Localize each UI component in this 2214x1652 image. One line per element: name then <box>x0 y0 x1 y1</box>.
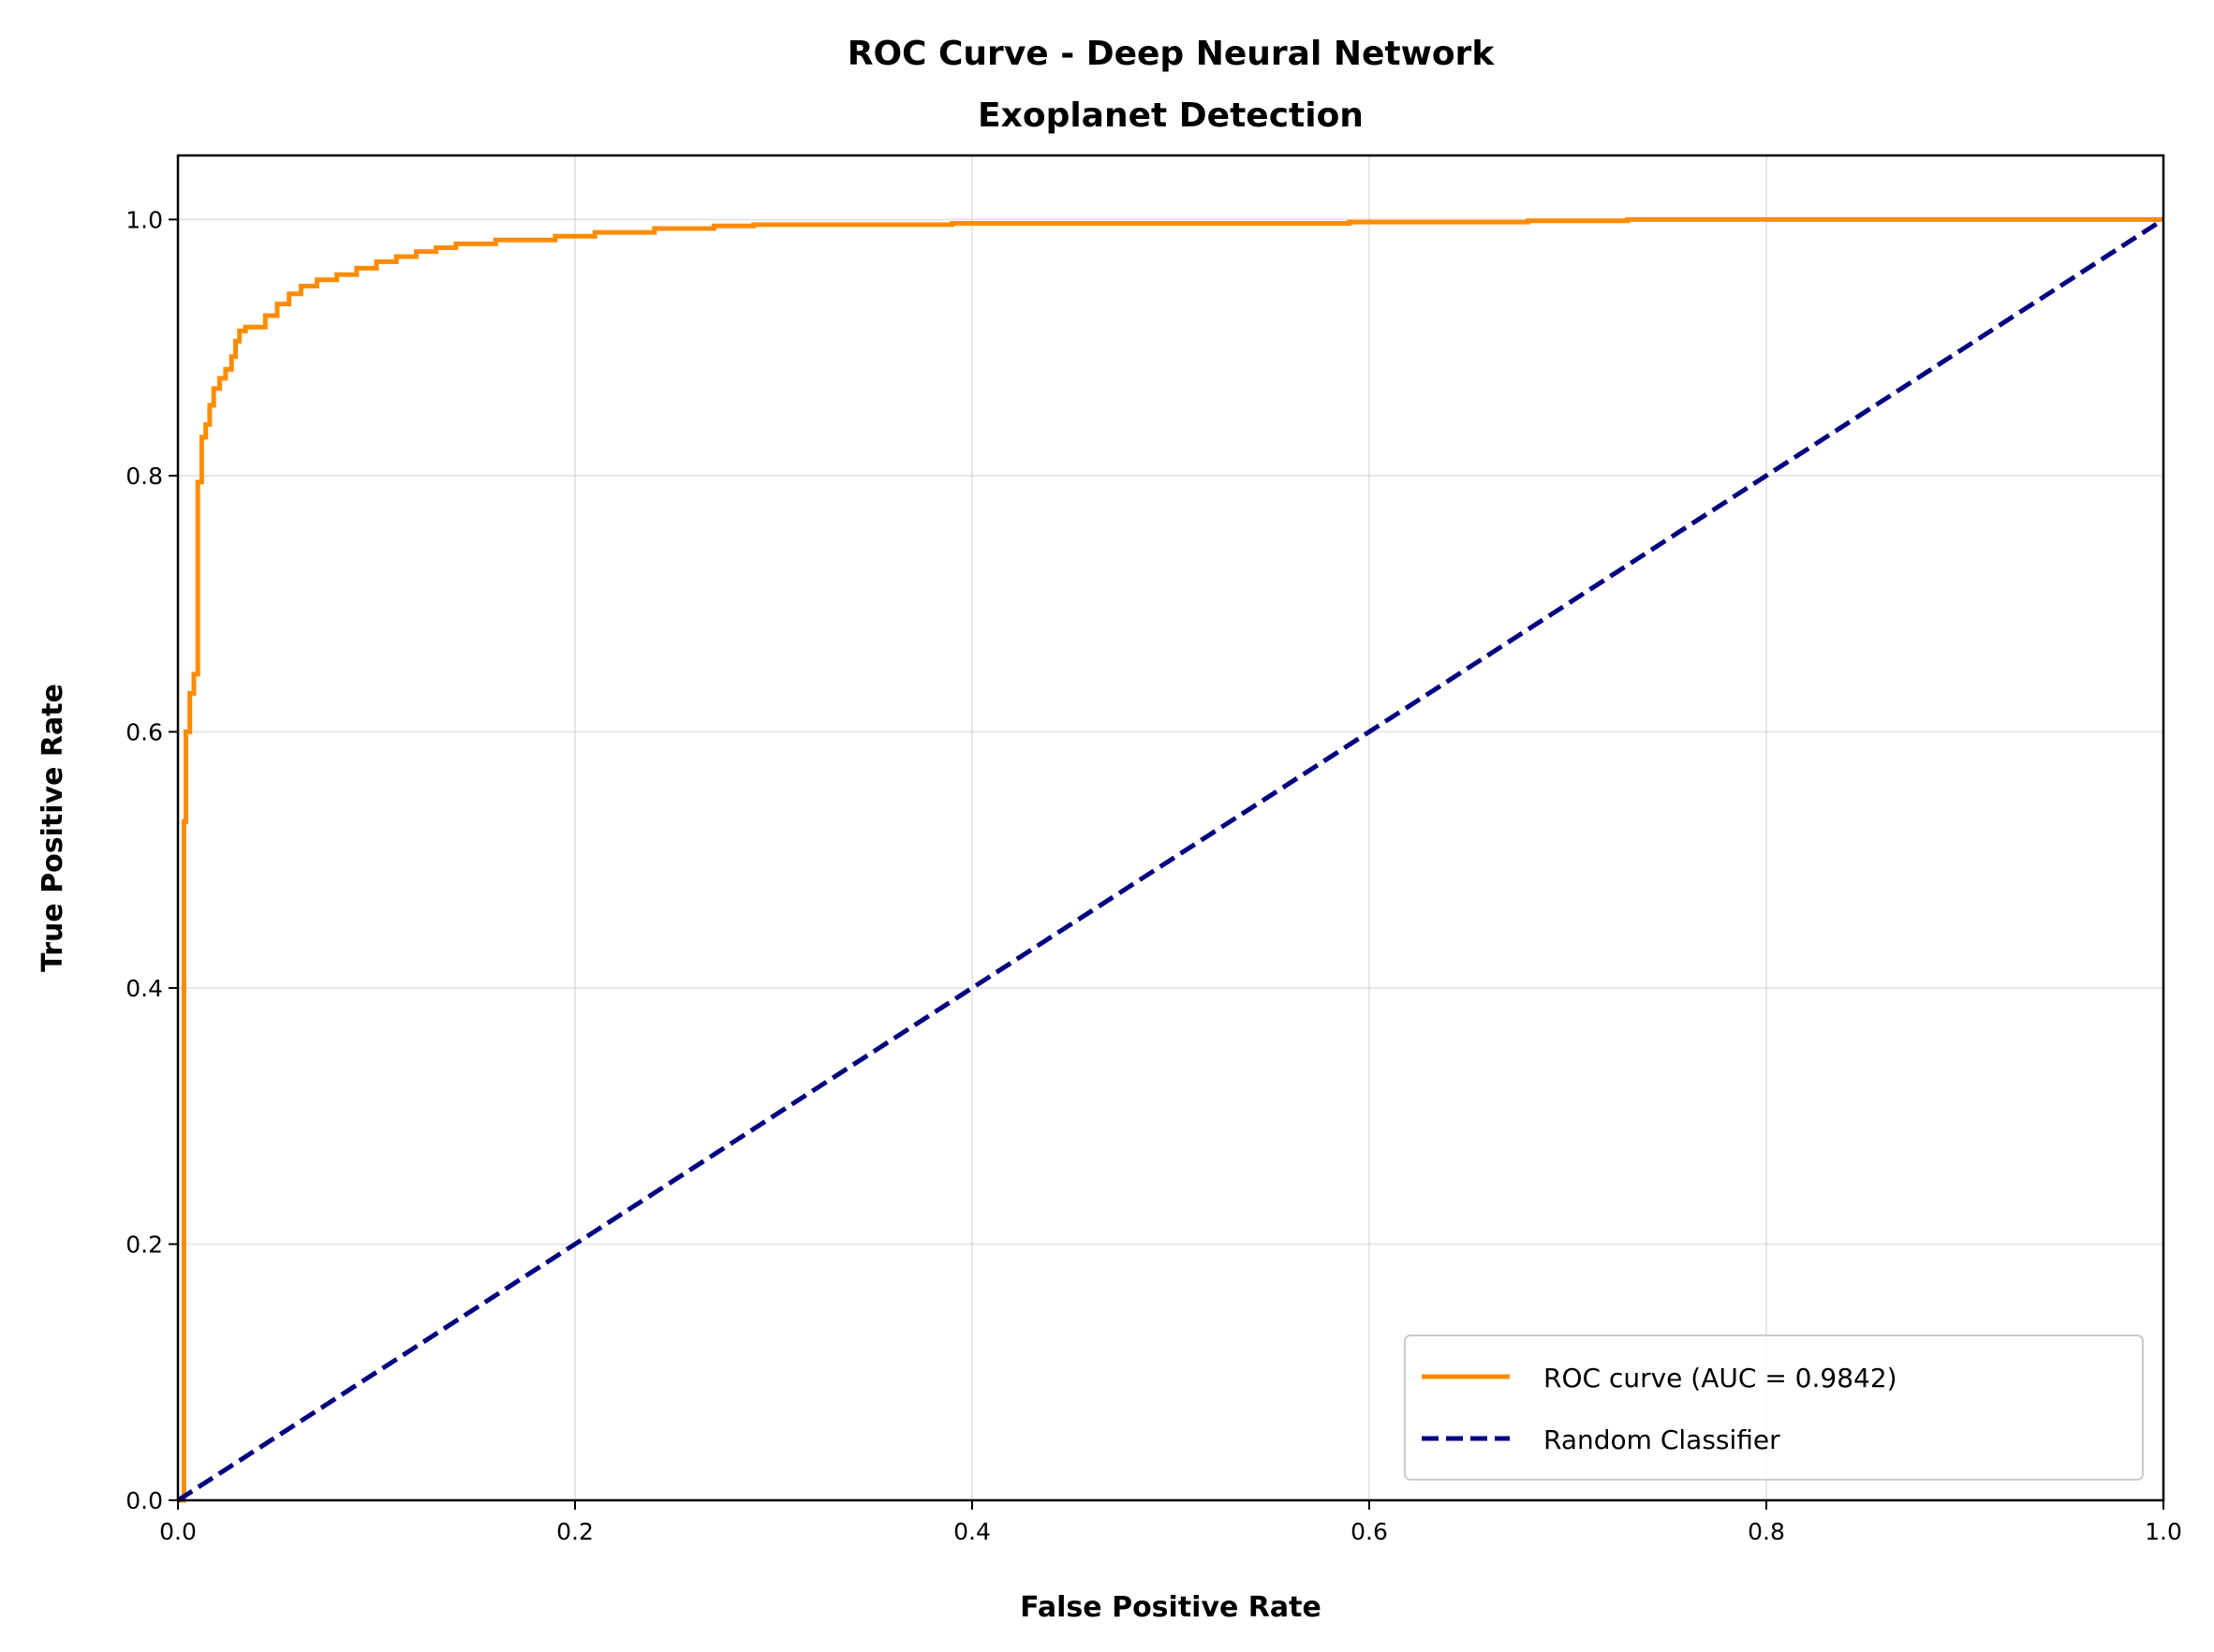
y-tick-label: 0.6 <box>125 718 163 745</box>
y-axis-label: True Positive Rate <box>37 684 69 972</box>
x-tick-label: 1.0 <box>2145 1518 2182 1545</box>
series-layer <box>176 216 2165 1503</box>
legend-label-random: Random Classifier <box>1543 1424 1780 1455</box>
y-tick-label: 0.4 <box>125 975 163 1002</box>
x-axis-label: False Positive Rate <box>1020 1591 1321 1624</box>
y-tick-label: 0.2 <box>125 1231 163 1258</box>
grid <box>177 155 2164 1501</box>
x-tick-label: 0.4 <box>953 1518 991 1545</box>
legend-label-roc: ROC curve (AUC = 0.9842) <box>1543 1363 1897 1394</box>
x-tick-label: 0.2 <box>556 1518 594 1545</box>
x-tick-label: 0.0 <box>159 1518 197 1545</box>
chart-title-line-2: Exoplanet Detection <box>978 96 1364 135</box>
legend: ROC curve (AUC = 0.9842) Random Classifi… <box>1404 1335 2144 1481</box>
legend-box <box>1404 1335 2144 1481</box>
ticks: 0.0 0.2 0.4 0.6 0.8 1.0 0.0 0.2 0.4 0.6 0.8 1.0 <box>125 206 2182 1545</box>
random-classifier-line <box>176 217 2165 1503</box>
chart-title-line-1: ROC Curve - Deep Neural Network <box>848 35 1496 73</box>
x-tick-label: 0.8 <box>1748 1518 1785 1545</box>
x-tick-label: 0.6 <box>1351 1518 1388 1545</box>
plot-frame <box>176 154 2165 1502</box>
y-tick-label: 0.8 <box>125 463 163 490</box>
y-tick-label: 0.0 <box>125 1487 163 1514</box>
y-tick-label: 1.0 <box>125 206 163 233</box>
roc-curve-line <box>178 216 2163 1503</box>
